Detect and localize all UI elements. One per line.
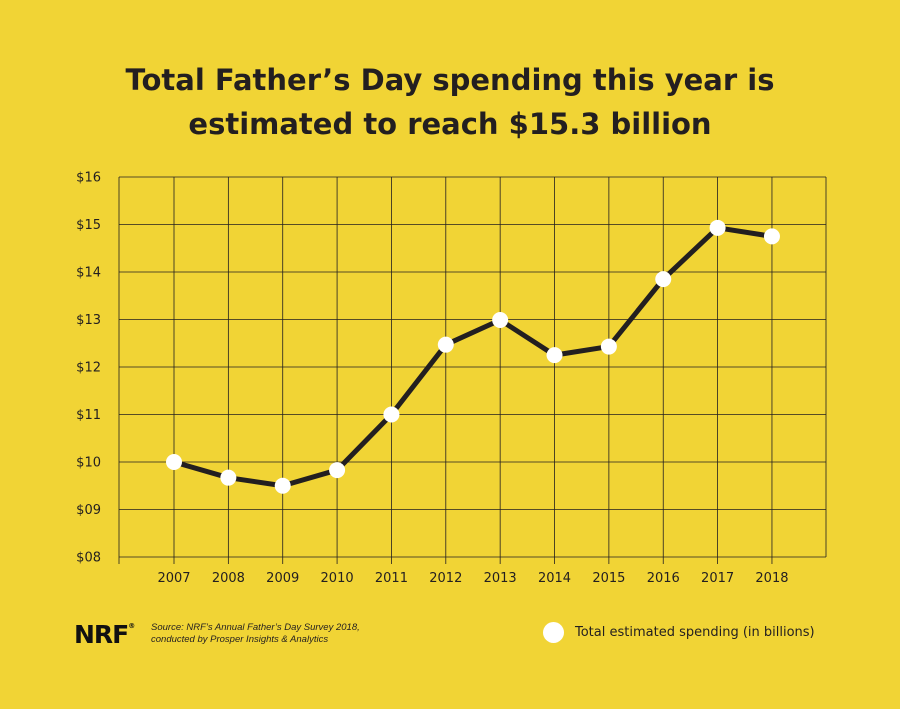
legend-label: Total estimated spending (in billions): [575, 625, 815, 640]
data-point: [546, 347, 563, 364]
x-tick-label: 2018: [755, 571, 788, 586]
data-point: [600, 338, 617, 355]
x-tick-label: 2011: [375, 571, 408, 586]
data-point: [166, 454, 182, 470]
y-tick-label: $13: [76, 313, 101, 328]
y-tick-label: $11: [76, 408, 101, 423]
series-line: [171, 225, 775, 489]
x-tick-label: 2009: [266, 571, 299, 586]
source-line-2: conducted by Prosper Insights & Analytic…: [151, 634, 329, 645]
x-tick-label: 2014: [538, 571, 571, 586]
registered-mark: ®: [128, 622, 136, 630]
data-point: [709, 219, 726, 236]
x-tick-label: 2013: [484, 571, 517, 586]
y-tick-label: $14: [76, 266, 101, 281]
data-point: [220, 469, 237, 486]
x-tick-label: 2012: [429, 571, 462, 586]
y-tick-label: $09: [76, 503, 101, 518]
legend: Total estimated spending (in billions): [543, 622, 815, 643]
chart-grid: [118, 176, 827, 564]
nrf-logo: NRF®: [74, 620, 135, 649]
chart-title-line-2: estimated to reach $15.3 billion: [188, 107, 712, 141]
x-tick-label: 2010: [321, 571, 354, 586]
y-axis-ticks: $08 $09 $10 $11 $12 $13 $14 $15 $16: [76, 171, 101, 566]
data-point: [329, 462, 346, 479]
chart-title: Total Father’s Day spending this year is…: [0, 58, 900, 146]
data-point: [437, 336, 454, 353]
x-tick-label: 2007: [157, 571, 190, 586]
data-point: [763, 228, 780, 245]
y-tick-label: $16: [76, 171, 101, 186]
chart-title-line-1: Total Father’s Day spending this year is: [125, 63, 775, 97]
y-tick-label: $08: [76, 551, 101, 566]
x-tick-label: 2016: [647, 571, 680, 586]
source-line-1: Source: NRF’s Annual Father’s Day Survey…: [151, 622, 360, 633]
data-point: [655, 271, 672, 288]
x-tick-label: 2015: [592, 571, 625, 586]
data-point: [492, 311, 509, 328]
y-tick-label: $15: [76, 218, 101, 233]
nrf-logo-text: NRF: [74, 620, 129, 649]
y-tick-label: $12: [76, 361, 101, 376]
x-tick-label: 2008: [212, 571, 245, 586]
data-point: [274, 477, 291, 494]
y-tick-label: $10: [76, 456, 101, 471]
legend-marker-icon: [543, 622, 564, 643]
data-point: [383, 406, 400, 423]
x-axis-ticks: 2007 2008 2009 2010 2011 2012 2013 2014 2015 2016…: [157, 571, 788, 586]
series-group: [166, 219, 780, 494]
source-note: Source: NRF’s Annual Father’s Day Survey…: [151, 622, 360, 646]
x-tick-label: 2017: [701, 571, 734, 586]
